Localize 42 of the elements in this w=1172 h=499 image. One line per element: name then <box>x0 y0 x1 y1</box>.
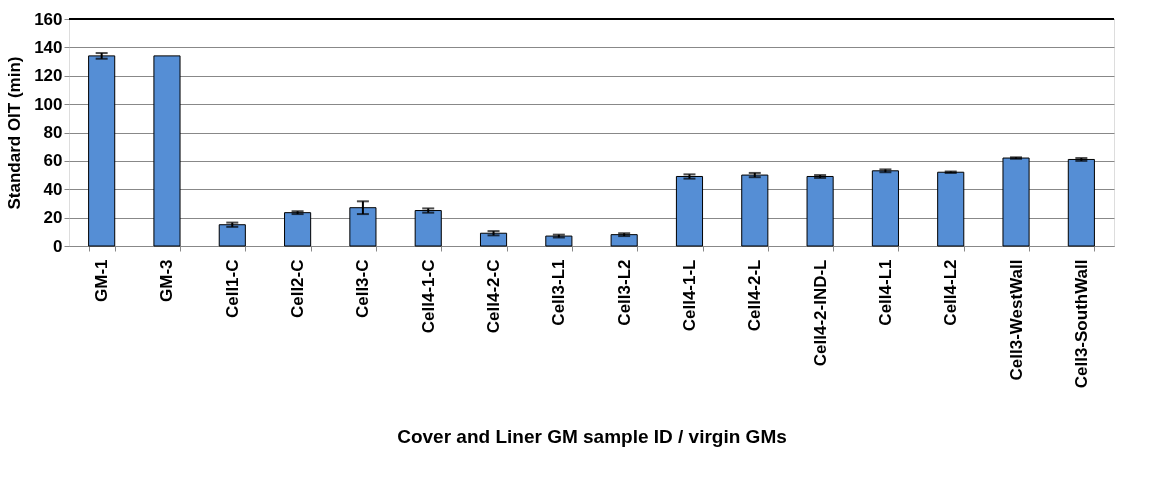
x-tick-label: GM-3 <box>157 259 177 302</box>
bar <box>218 224 246 247</box>
y-tick-label: 20 <box>43 208 63 228</box>
x-tick-label: GM-1 <box>92 259 112 302</box>
x-tick-label: Cell3-WestWall <box>1006 259 1026 381</box>
x-tick-label: Cell4-1-C <box>418 259 438 334</box>
y-axis-title: Standard OIT (min) <box>5 56 25 210</box>
x-tick-label: Cell3-L1 <box>549 259 569 326</box>
x-tick-label: Cell4-1-L <box>679 259 699 332</box>
bar <box>153 55 181 247</box>
bar <box>871 170 899 247</box>
bar <box>1067 158 1095 247</box>
bar <box>545 235 573 247</box>
bar <box>610 234 638 247</box>
bar <box>414 210 442 247</box>
y-tick-label: 120 <box>34 66 63 86</box>
x-tick-label: Cell4-L2 <box>941 259 961 326</box>
y-tick-label: 80 <box>43 123 63 142</box>
x-tick-label: Cell3-C <box>353 259 373 319</box>
y-tick-label: 0 <box>53 236 63 256</box>
x-tick-label: Cell3-SouthWall <box>1071 259 1091 389</box>
x-tick-label: Cell4-2-IND-L <box>810 259 830 367</box>
x-tick-label: Cell4-2-C <box>484 259 504 334</box>
bar <box>675 175 704 247</box>
x-tick-label: Cell4-L1 <box>875 259 895 326</box>
bar <box>741 174 769 247</box>
x-axis-title: Cover and Liner GM sample ID / virgin GMs <box>397 426 787 448</box>
y-tick-label: 100 <box>34 94 63 114</box>
bar <box>284 212 312 247</box>
x-tick-label: Cell1-C <box>222 259 242 319</box>
bar <box>806 175 834 247</box>
y-tick-label: 160 <box>34 9 63 29</box>
bar <box>88 55 116 247</box>
bar <box>479 232 508 247</box>
bar <box>1002 157 1030 247</box>
y-tick-label: 40 <box>43 179 63 199</box>
y-tick-label: 60 <box>43 151 63 171</box>
bar <box>937 171 965 247</box>
x-tick-label: Cell4-2-L <box>745 259 765 332</box>
x-tick-label: Cell3-L2 <box>614 259 634 326</box>
y-tick-label: 140 <box>34 37 63 57</box>
x-tick-label: Cell2-C <box>288 259 308 319</box>
